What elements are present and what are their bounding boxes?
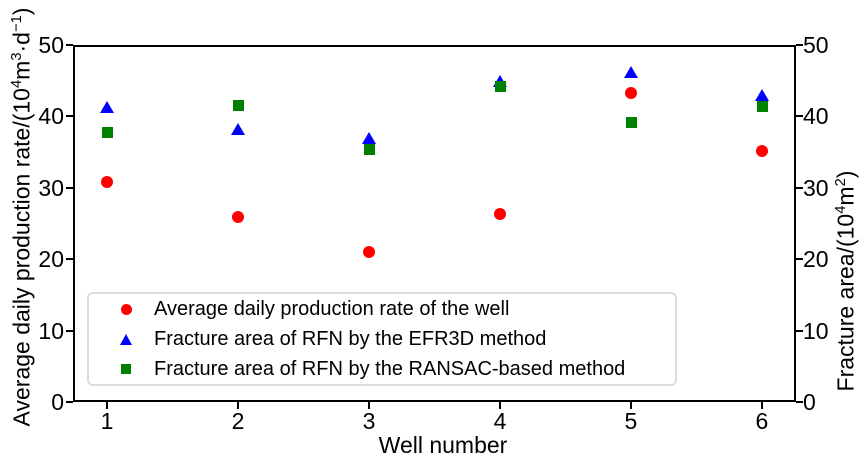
- square-marker: [756, 100, 768, 112]
- square-marker: [494, 80, 506, 92]
- y-tick-label-right: 10: [803, 317, 829, 344]
- square-marker: [364, 143, 375, 155]
- legend-label: Fracture area of RFN by the EFR3D method: [154, 327, 547, 350]
- y-tick-label-right: 50: [803, 32, 829, 58]
- x-tick-label: 3: [362, 408, 376, 434]
- circle-marker: [624, 86, 637, 99]
- legend-item-ransac: Fracture area of RFN by the RANSAC-based…: [89, 354, 675, 384]
- y-tick-right: [796, 329, 803, 332]
- y-tick-label-left: 40: [38, 103, 64, 130]
- y-axis-label-right: Fracture area/(104m2): [832, 170, 859, 392]
- y-tick-left: [66, 401, 73, 403]
- circle-marker: [755, 144, 768, 157]
- circle-marker: [101, 176, 114, 189]
- legend-label: Average daily production rate of the wel…: [154, 297, 510, 320]
- legend: Average daily production rate of the wel…: [87, 292, 677, 386]
- y-tick-left: [66, 186, 73, 189]
- y-tick-left: [66, 115, 73, 118]
- legend-item-production: Average daily production rate of the wel…: [89, 294, 675, 324]
- x-tick: [760, 402, 763, 409]
- y-tick-left: [66, 258, 73, 261]
- y-tick-right: [796, 186, 803, 189]
- triangle-marker: [120, 333, 132, 345]
- legend-label: Fracture area of RFN by the RANSAC-based…: [154, 357, 626, 380]
- triangle-marker: [362, 131, 376, 144]
- square-marker: [121, 364, 131, 374]
- y-tick-left: [66, 44, 73, 46]
- y-tick-label-left: 0: [51, 389, 64, 415]
- triangle-marker: [623, 66, 638, 79]
- circle-marker: [232, 211, 245, 224]
- y-tick-right: [796, 401, 803, 403]
- square-marker: [233, 99, 245, 111]
- x-tick: [237, 402, 240, 409]
- y-tick-right: [796, 44, 803, 46]
- y-tick-label-right: 0: [803, 389, 816, 415]
- triangle-marker: [754, 88, 769, 101]
- circle-marker-icon: [115, 298, 137, 320]
- x-tick: [629, 402, 632, 409]
- circle-marker: [493, 207, 506, 220]
- y-tick-label-left: 50: [38, 32, 64, 58]
- y-tick-label-right: 30: [803, 174, 829, 201]
- y-tick-left: [66, 329, 73, 332]
- triangle-marker-icon: [115, 328, 137, 350]
- x-axis-label: Well number: [378, 432, 508, 458]
- square-marker-icon: [115, 358, 137, 380]
- legend-item-efr3d: Fracture area of RFN by the EFR3D method: [89, 324, 675, 354]
- triangle-marker: [231, 123, 246, 136]
- y-tick-label-left: 20: [38, 246, 64, 273]
- y-tick-label-left: 30: [38, 174, 64, 201]
- square-marker: [625, 117, 637, 129]
- square-marker: [102, 127, 114, 139]
- circle-marker: [363, 246, 375, 259]
- circle-marker: [120, 303, 132, 315]
- x-tick: [368, 402, 370, 409]
- x-tick: [498, 402, 501, 409]
- y-tick-right: [796, 258, 803, 261]
- y-tick-right: [796, 115, 803, 118]
- x-tick-label: 4: [493, 408, 507, 434]
- y-axis-label-left: Average daily production rate/(104m3·d−1…: [8, 7, 35, 427]
- x-tick-label: 6: [755, 408, 769, 434]
- x-tick-label: 1: [100, 408, 114, 434]
- x-tick: [106, 402, 109, 409]
- triangle-marker: [100, 101, 115, 114]
- y-tick-label-right: 40: [803, 103, 829, 130]
- x-tick-label: 5: [624, 408, 638, 434]
- x-tick-label: 2: [231, 408, 245, 434]
- y-tick-label-right: 20: [803, 246, 829, 273]
- y-tick-label-left: 10: [38, 317, 64, 344]
